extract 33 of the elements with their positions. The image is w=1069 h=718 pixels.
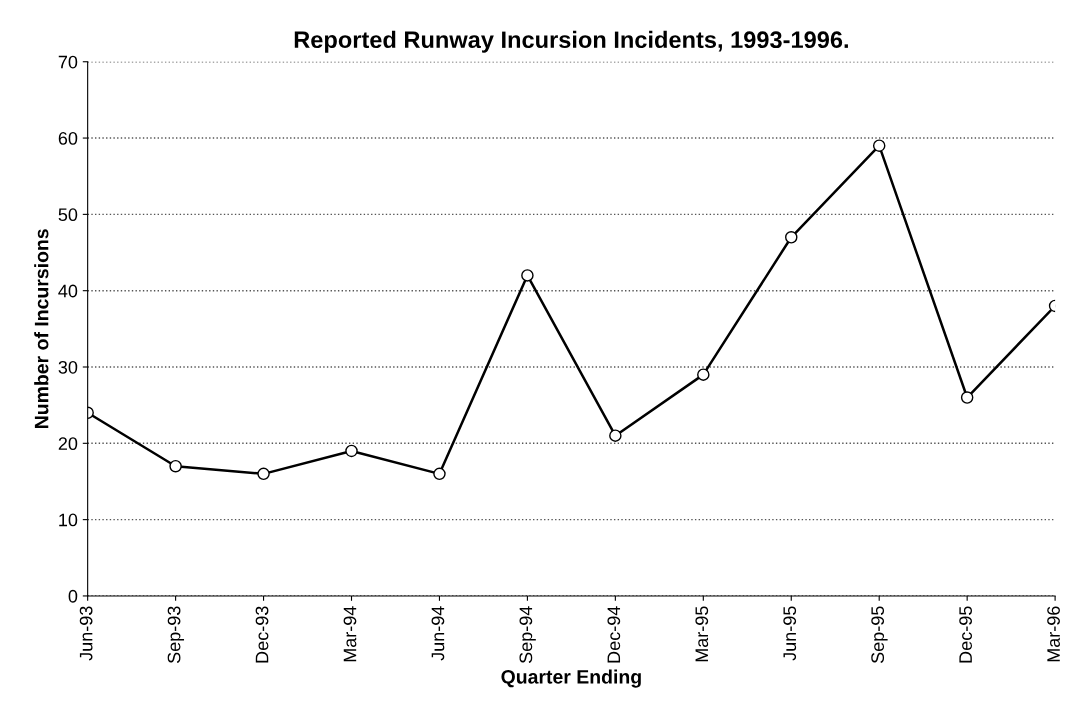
x-tick-label: Mar-94 (343, 606, 357, 662)
x-tick-label: Sep-93 (167, 606, 185, 664)
y-tick-label: 70 (58, 55, 78, 69)
x-tick-label: Dec-94 (607, 606, 621, 663)
point (609, 429, 622, 442)
x-tick-label: Mar-95 (695, 606, 709, 662)
y-axis-title: Number of Incursions (34, 229, 49, 429)
point (960, 391, 974, 404)
x-tick-label: Sep-95 (871, 606, 888, 664)
y-tick-label: 40 (58, 284, 78, 298)
x-tick-label: Dec-93 (255, 606, 269, 663)
y-tick-label: 10 (59, 513, 78, 527)
x-tick-label: Mar-96 (1047, 606, 1060, 662)
x-tick-label: Jun-94 (431, 606, 445, 661)
x-tick-label: Jun-95 (783, 606, 797, 661)
y-tick-label: 50 (58, 208, 78, 222)
point (872, 139, 886, 152)
y-tick-label: 20 (58, 437, 78, 451)
chart-title: Reported Runway Incursion Incidents, 1993-1996. (294, 30, 848, 53)
y-tick-label: 0 (68, 589, 78, 603)
point (521, 269, 534, 282)
point (345, 444, 358, 458)
y-tick-label: 60 (58, 132, 78, 145)
x-tick-label: Dec-95 (959, 606, 972, 663)
x-tick-label: Jun-93 (79, 606, 93, 661)
point (433, 467, 446, 481)
point (257, 467, 270, 481)
x-tick-label: Sep-94 (519, 606, 536, 664)
point (169, 459, 182, 473)
y-tick-label: 30 (58, 360, 78, 374)
x-axis-title: Quarter Ending (501, 669, 641, 688)
point (785, 231, 798, 244)
point (697, 368, 710, 381)
